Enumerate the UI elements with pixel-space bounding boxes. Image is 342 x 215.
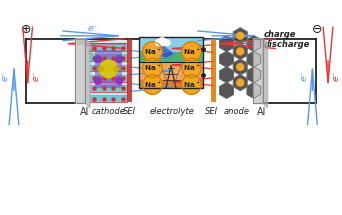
Polygon shape xyxy=(90,95,127,102)
Polygon shape xyxy=(234,75,247,91)
Text: e⁻: e⁻ xyxy=(88,24,98,33)
Text: e⁻: e⁻ xyxy=(88,46,98,55)
Text: Na$^+$: Na$^+$ xyxy=(144,46,161,57)
Circle shape xyxy=(237,64,244,71)
Text: anode: anode xyxy=(223,107,249,116)
Polygon shape xyxy=(253,39,267,44)
Polygon shape xyxy=(234,59,247,75)
Circle shape xyxy=(158,38,166,46)
Polygon shape xyxy=(220,36,233,51)
Text: Al: Al xyxy=(257,107,266,117)
Polygon shape xyxy=(234,28,247,44)
Circle shape xyxy=(116,77,123,84)
Polygon shape xyxy=(76,39,85,103)
Polygon shape xyxy=(76,39,90,44)
Bar xyxy=(139,52,203,62)
Polygon shape xyxy=(90,54,127,61)
Circle shape xyxy=(182,75,201,94)
Text: Na$^+$: Na$^+$ xyxy=(183,46,200,57)
Circle shape xyxy=(114,66,119,71)
Bar xyxy=(90,39,127,102)
Circle shape xyxy=(116,56,123,63)
Text: cathode: cathode xyxy=(92,107,126,116)
Circle shape xyxy=(143,75,162,94)
Polygon shape xyxy=(234,44,247,59)
Polygon shape xyxy=(90,75,127,82)
Bar xyxy=(127,39,132,102)
Text: e⁻: e⁻ xyxy=(1,71,10,81)
Text: $\oplus$: $\oplus$ xyxy=(20,23,31,36)
Circle shape xyxy=(237,32,244,39)
Circle shape xyxy=(155,40,161,46)
Circle shape xyxy=(143,42,162,61)
Polygon shape xyxy=(253,39,263,103)
Text: Na$^+$: Na$^+$ xyxy=(183,63,200,73)
Polygon shape xyxy=(90,85,127,92)
Polygon shape xyxy=(90,64,127,71)
Circle shape xyxy=(237,79,244,86)
Text: SEI: SEI xyxy=(122,107,136,116)
Text: Na$^+$: Na$^+$ xyxy=(144,79,161,90)
Text: Na$^+$: Na$^+$ xyxy=(144,63,161,73)
Polygon shape xyxy=(85,39,90,108)
Polygon shape xyxy=(220,67,233,83)
Circle shape xyxy=(237,48,244,55)
Circle shape xyxy=(182,58,201,78)
Text: electrolyte: electrolyte xyxy=(149,107,194,116)
Circle shape xyxy=(98,66,103,71)
Circle shape xyxy=(94,77,101,84)
Polygon shape xyxy=(90,44,127,51)
Circle shape xyxy=(164,40,170,46)
Text: charge: charge xyxy=(264,30,296,39)
Circle shape xyxy=(100,60,117,78)
Bar xyxy=(139,37,203,88)
Polygon shape xyxy=(247,51,261,67)
Text: e⁻: e⁻ xyxy=(300,71,308,81)
Text: discharge: discharge xyxy=(264,40,310,49)
Bar xyxy=(139,80,203,88)
Circle shape xyxy=(143,58,162,78)
Bar xyxy=(139,62,203,88)
Bar xyxy=(139,37,203,62)
Bar xyxy=(211,39,216,102)
Text: e⁻: e⁻ xyxy=(332,71,341,81)
Text: Al: Al xyxy=(79,107,89,117)
Circle shape xyxy=(182,42,201,61)
Polygon shape xyxy=(247,67,261,83)
Bar xyxy=(95,51,122,88)
Polygon shape xyxy=(148,43,175,58)
Text: Na$^+$: Na$^+$ xyxy=(183,79,200,90)
Polygon shape xyxy=(220,51,233,67)
Text: e⁻: e⁻ xyxy=(31,71,41,81)
Polygon shape xyxy=(247,83,261,98)
Circle shape xyxy=(94,56,101,63)
Text: SEI: SEI xyxy=(206,107,219,116)
Polygon shape xyxy=(220,83,233,98)
Polygon shape xyxy=(247,36,261,51)
Text: $\ominus$: $\ominus$ xyxy=(311,23,322,36)
Polygon shape xyxy=(263,39,267,108)
